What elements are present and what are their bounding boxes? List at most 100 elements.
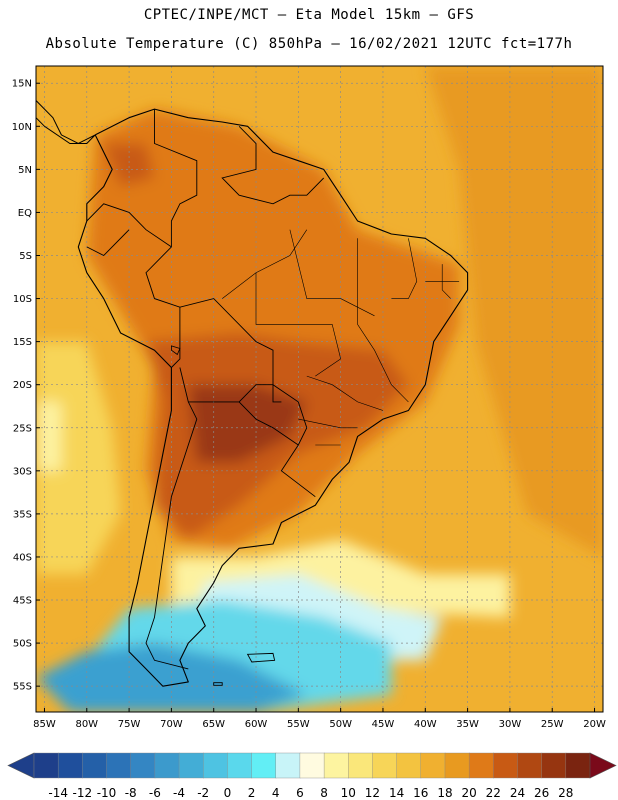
colorbar-level-label: 6: [296, 786, 304, 800]
colorbar-level-label: 0: [224, 786, 232, 800]
colorbar-swatch: [106, 752, 132, 779]
lon-tick-label: 65W: [202, 719, 225, 730]
lat-tick-label: 5N: [18, 165, 32, 176]
colorbar-level-label: 10: [341, 786, 356, 800]
colorbar-swatch: [154, 752, 180, 779]
colorbar-swatch: [468, 752, 494, 779]
colorbar-swatch: [541, 752, 567, 779]
field-region-andes-hot: [103, 143, 155, 187]
country-border: [86, 229, 130, 257]
lat-tick-label: 10S: [13, 294, 32, 305]
colorbar-level-label: -4: [173, 786, 185, 800]
lat-tick-label: 25S: [13, 423, 32, 434]
colorbar-swatch: [275, 752, 301, 779]
lon-tick-label: 45W: [372, 719, 395, 730]
colorbar-level-label: 20: [461, 786, 476, 800]
state-border: [298, 418, 358, 429]
lat-tick-label: 15S: [13, 337, 32, 348]
colorbar-swatch: [444, 752, 470, 779]
lake-titicaca: [170, 345, 181, 356]
field-region-chaco-very-hot: [188, 384, 307, 463]
state-border: [357, 238, 409, 403]
lat-tick-label: 55S: [13, 682, 32, 693]
colorbar-level-label: 14: [389, 786, 404, 800]
colorbar-high-arrow: [589, 752, 617, 779]
lat-tick-label: 30S: [13, 466, 32, 477]
lat-tick-label: 20S: [13, 380, 32, 391]
coastline-central-america: [36, 100, 96, 145]
colorbar-swatch: [299, 752, 325, 779]
lat-tick-label: 35S: [13, 509, 32, 520]
lon-tick-label: 75W: [118, 719, 141, 730]
colorbar-level-label: -10: [97, 786, 117, 800]
colorbar-swatch: [493, 752, 519, 779]
state-border: [391, 238, 418, 299]
lon-tick-label: 20W: [583, 719, 606, 730]
colorbar-low-arrow: [7, 752, 35, 779]
field-region-pacific-cool: [36, 341, 121, 575]
lon-tick-label: 30W: [499, 719, 522, 730]
lon-tick-label: 50W: [329, 719, 352, 730]
falkland-islands: [246, 652, 276, 663]
state-border: [289, 229, 375, 317]
longitude-tick-labels: 85W 80W 75W 70W 65W 60W 55W 50W 45W 40W 35W 30W 25W 2…: [33, 708, 606, 730]
lat-tick-label: 15N: [12, 79, 32, 90]
lon-tick-label: 55W: [287, 719, 310, 730]
lon-tick-label: 40W: [414, 719, 437, 730]
lon-tick-label: 80W: [75, 719, 98, 730]
field-region-pacific-pale: [36, 401, 62, 471]
colorbar-swatch: [348, 752, 374, 779]
chart-title-line-1: CPTEC/INPE/MCT – Eta Model 15km – GFS: [143, 7, 475, 23]
country-border: [86, 203, 172, 248]
latitude-tick-labels: 15N 10N 5N EQ 5S 10S 15S 20S 25S 30S 35S 40S 45S 50S 5…: [12, 79, 40, 693]
field-region-ocean-warm-east: [425, 66, 603, 557]
lat-tick-label: EQ: [18, 208, 32, 219]
country-border: [238, 401, 299, 446]
temperature-colorbar: -14 -12 -10 -8 -6 -4 -2 0 2 4 6 8 10 12 14 16 18 20 22 24 26…: [7, 752, 617, 800]
map-area: [36, 66, 603, 712]
country-border: [272, 384, 282, 403]
colorbar-level-label: -12: [72, 786, 92, 800]
colorbar-level-label: 12: [365, 786, 380, 800]
colorbar-swatch: [178, 752, 204, 779]
lon-tick-label: 70W: [160, 719, 183, 730]
colorbar-level-label: -2: [197, 786, 209, 800]
colorbar-swatch: [82, 752, 108, 779]
colorbar-swatch: [372, 752, 398, 779]
state-border: [222, 229, 308, 299]
colorbar-level-label: -6: [149, 786, 161, 800]
lat-tick-label: 5S: [19, 251, 32, 262]
lon-tick-label: 85W: [33, 719, 56, 730]
colorbar-level-label: 18: [437, 786, 452, 800]
colorbar-swatch: [517, 752, 543, 779]
state-border: [441, 264, 451, 299]
country-border: [145, 109, 316, 498]
isla-de-los-estados: [213, 682, 223, 686]
colorbar-swatch: [251, 752, 277, 779]
state-border: [255, 272, 342, 377]
colorbar-swatch: [57, 752, 83, 779]
country-border: [171, 307, 181, 368]
colorbar-swatch: [396, 752, 422, 779]
colorbar-level-label: 28: [558, 786, 573, 800]
colorbar-level-label: 24: [510, 786, 525, 800]
lat-tick-label: 45S: [13, 596, 32, 607]
lat-tick-label: 10N: [12, 122, 32, 133]
lon-tick-label: 60W: [245, 719, 268, 730]
colorbar-swatch: [565, 752, 591, 779]
colorbar-level-label: 22: [486, 786, 501, 800]
colorbar-level-label: -8: [125, 786, 137, 800]
colorbar-swatch: [130, 752, 156, 779]
chart-title-line-2: Absolute Temperature (C) 850hPa – 16/02/…: [45, 36, 573, 52]
country-border: [145, 367, 198, 670]
lat-tick-label: 40S: [13, 552, 32, 563]
map-frame: [35, 65, 604, 713]
coastlines-and-borders: [36, 100, 469, 687]
state-border: [306, 375, 384, 411]
colorbar-swatch: [323, 752, 349, 779]
coastline-south-america: [77, 108, 469, 687]
colorbar-swatch: [227, 752, 253, 779]
colorbar-swatch: [420, 752, 446, 779]
colorbar-level-label: -14: [48, 786, 68, 800]
